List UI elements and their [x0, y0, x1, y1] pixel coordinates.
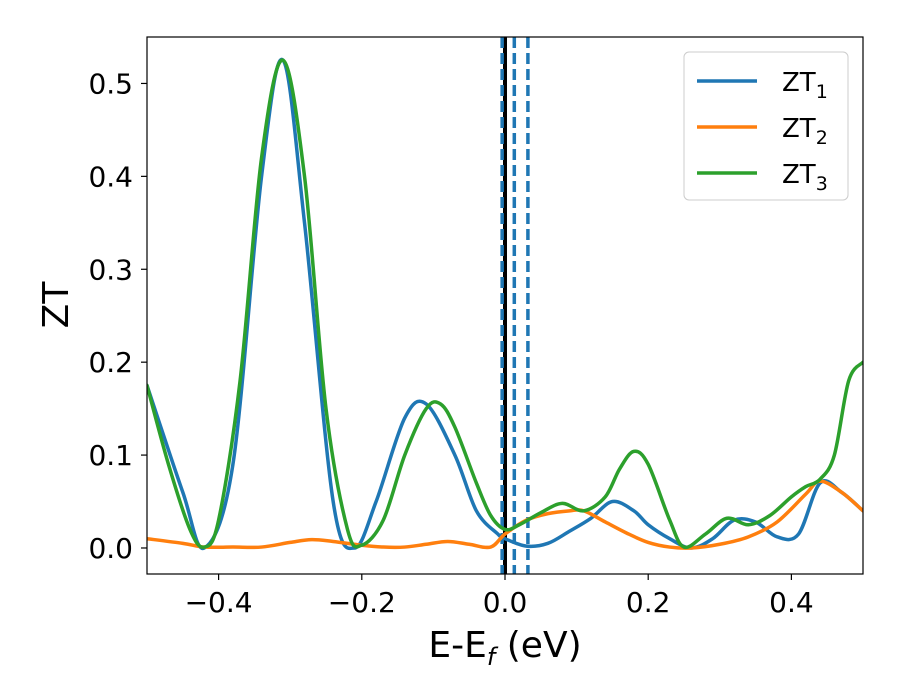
x-tick-label: −0.2	[328, 586, 396, 619]
y-axis: 0.0 0.1 0.2 0.3 0.4 0.5	[88, 67, 147, 565]
y-axis-label: ZT	[36, 281, 77, 329]
y-tick-label: 0.5	[88, 67, 133, 100]
series-line-zt3	[147, 58, 863, 550]
legend-box	[683, 51, 849, 201]
x-tick-label: 0.4	[769, 586, 814, 619]
series-layer	[147, 57, 863, 551]
x-tick-label: −0.4	[185, 586, 253, 619]
x-axis: −0.4 −0.2 0.0 0.2 0.4	[185, 574, 814, 619]
reference-vertical-lines	[500, 37, 530, 574]
legend-label-zt3: ZT3	[782, 160, 828, 195]
legend-label-zt2: ZT2	[782, 114, 828, 149]
y-tick-label: 0.4	[88, 160, 133, 193]
x-tick-label: 0.0	[483, 586, 528, 619]
x-tick-label: 0.2	[626, 586, 671, 619]
legend-label-zt1: ZT1	[782, 68, 828, 103]
y-tick-label: 0.1	[88, 439, 133, 472]
y-tick-label: 0.0	[88, 532, 133, 565]
x-axis-label: E-Ef (eV)	[428, 625, 581, 671]
y-tick-label: 0.2	[88, 346, 133, 379]
legend: ZT1 ZT2 ZT3	[683, 51, 849, 201]
y-tick-label: 0.3	[88, 253, 133, 286]
